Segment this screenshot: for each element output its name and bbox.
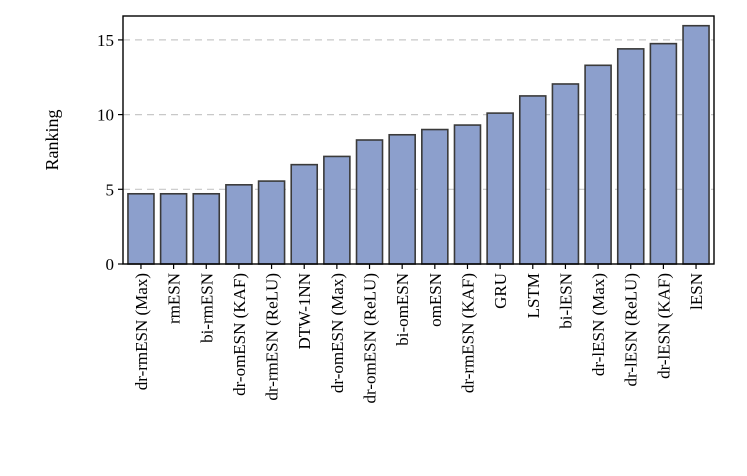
x-tick-label: dr-rmESN (Max) — [132, 273, 151, 390]
x-tick-label: LSTM — [524, 273, 543, 318]
bar — [649, 42, 678, 265]
bar — [290, 163, 319, 265]
bar — [616, 48, 645, 265]
bar — [421, 128, 449, 265]
x-tick-label: dr-rmESN (KAF) — [458, 273, 477, 393]
bar — [355, 139, 384, 265]
y-tick-label: 15 — [97, 31, 114, 50]
bar — [323, 155, 351, 265]
bar — [388, 133, 416, 265]
bar — [192, 192, 221, 265]
x-tick-label: bi-lESN — [556, 273, 575, 329]
x-axis: dr-rmESN (Max) rmESN bi-rmESN dr-omESN (KAF… — [132, 264, 706, 403]
x-tick-label: omESN — [426, 273, 445, 327]
x-tick-label: rmESN — [165, 273, 184, 324]
y-tick-label: 5 — [106, 180, 115, 199]
bars — [127, 24, 710, 265]
bar — [486, 112, 514, 265]
plot-frame — [122, 15, 715, 265]
x-tick-label: dr-rmESN (ReLU) — [263, 273, 282, 401]
y-axis: 0 5 10 15 — [97, 31, 123, 274]
x-tick-label: dr-lESN (ReLU) — [622, 273, 641, 386]
bar — [551, 83, 580, 265]
y-tick-label: 10 — [97, 106, 114, 125]
x-tick-label: dr-omESN (Max) — [328, 273, 347, 393]
bar — [518, 95, 547, 265]
grid-lines — [123, 39, 714, 190]
bar — [682, 24, 710, 265]
bar — [225, 184, 253, 265]
x-tick-label: lESN — [687, 273, 706, 310]
x-tick-label: bi-omESN — [393, 273, 412, 346]
bar — [257, 180, 286, 265]
x-tick-label: dr-omESN (ReLU) — [361, 273, 380, 403]
y-tick-label: 0 — [106, 255, 115, 274]
bar — [127, 192, 155, 265]
bar — [159, 192, 188, 265]
y-axis-title: Ranking — [42, 110, 62, 171]
x-tick-label: dr-lESN (Max) — [589, 273, 608, 376]
bar — [453, 124, 482, 265]
x-tick-label: DTW-1NN — [295, 273, 314, 349]
bar — [584, 64, 612, 265]
x-tick-label: GRU — [491, 273, 510, 309]
x-tick-label: dr-omESN (KAF) — [230, 273, 249, 396]
x-tick-label: dr-lESN (KAF) — [654, 273, 673, 379]
x-tick-label: bi-rmESN — [197, 273, 216, 343]
